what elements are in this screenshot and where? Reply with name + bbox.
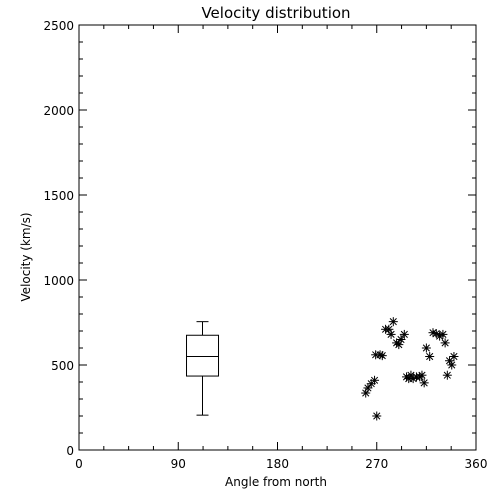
data-point bbox=[396, 335, 406, 344]
scatter-points bbox=[361, 317, 459, 421]
y-tick-label: 2000 bbox=[43, 104, 74, 118]
data-point bbox=[447, 360, 457, 370]
x-tick-label: 0 bbox=[75, 457, 83, 471]
x-axis-label: Angle from north bbox=[225, 475, 327, 489]
plot-frame bbox=[78, 24, 477, 451]
x-tick-label: 270 bbox=[365, 457, 388, 471]
x-tick-label: 360 bbox=[465, 457, 488, 471]
chart-title: Velocity distribution bbox=[201, 4, 350, 22]
data-point bbox=[440, 338, 450, 348]
x-tick-label: 180 bbox=[266, 457, 289, 471]
data-point bbox=[386, 329, 396, 339]
boxplot-box bbox=[186, 334, 220, 377]
y-tick-label: 500 bbox=[51, 359, 74, 373]
boxplot bbox=[186, 321, 220, 416]
y-tick-label: 2500 bbox=[43, 19, 74, 33]
y-tick-label: 1500 bbox=[43, 189, 74, 203]
y-tick-label: 0 bbox=[66, 444, 74, 458]
data-point bbox=[421, 343, 431, 353]
data-point bbox=[449, 352, 459, 361]
y-axis-label: Velocity (km/s) bbox=[19, 212, 33, 301]
data-point bbox=[442, 370, 452, 380]
data-point bbox=[388, 317, 398, 327]
data-point bbox=[399, 329, 409, 339]
y-tick-label: 1000 bbox=[43, 274, 74, 288]
x-tick-label: 90 bbox=[171, 457, 186, 471]
data-point bbox=[417, 370, 427, 380]
data-point bbox=[419, 378, 429, 388]
data-point bbox=[370, 375, 380, 385]
data-point bbox=[438, 329, 448, 339]
data-point bbox=[377, 351, 387, 361]
data-point bbox=[425, 352, 435, 361]
axis-ticks: 0 90 180 270 360 0 500 1000 1500 2000 2500 bbox=[43, 19, 487, 471]
data-point bbox=[372, 411, 382, 421]
